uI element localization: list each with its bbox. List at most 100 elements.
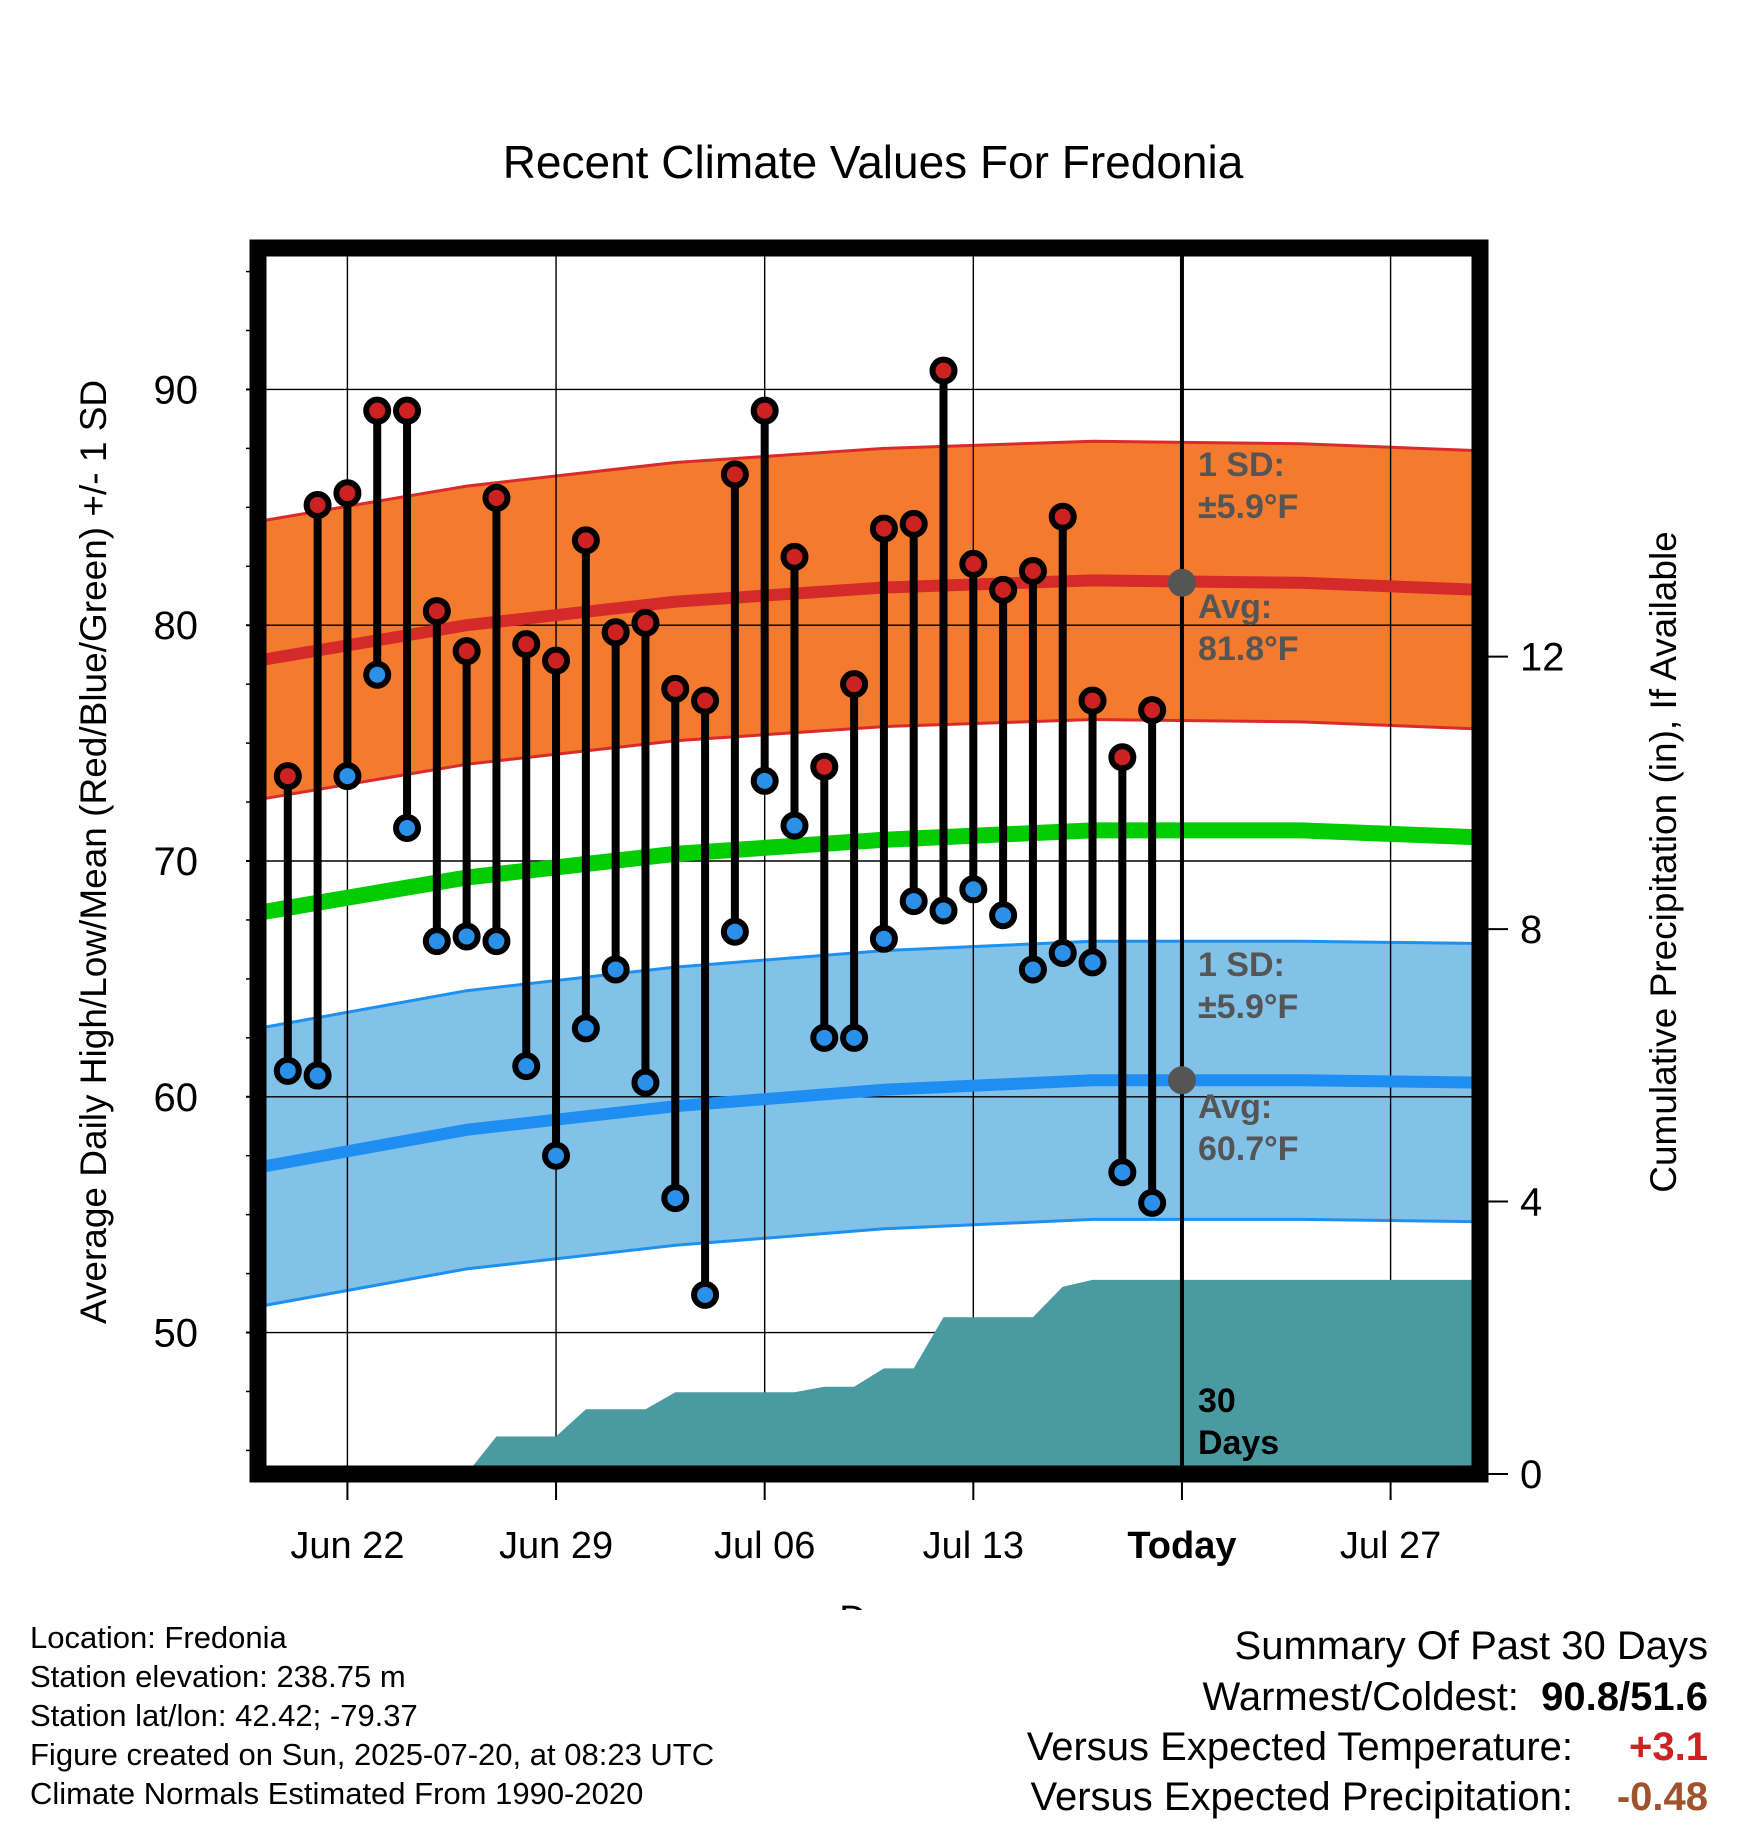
station-info: Location: Fredonia Station elevation: 23… bbox=[30, 1618, 714, 1813]
low-temp-point bbox=[601, 955, 630, 984]
low-temp-point bbox=[929, 896, 958, 925]
normal-bands bbox=[257, 439, 1481, 1309]
low-temp-point bbox=[959, 875, 988, 904]
y-tick-label: 70 bbox=[154, 840, 199, 884]
precip-deviation-label: Versus Expected Precipitation: bbox=[1030, 1775, 1573, 1819]
low-temp-point bbox=[780, 811, 809, 840]
high-temp-point bbox=[303, 490, 332, 519]
high-temp-point bbox=[363, 396, 392, 425]
low-temp-point bbox=[542, 1141, 571, 1170]
y-axis-label: Average Daily High/Low/Mean (Red/Blue/Gr… bbox=[73, 380, 114, 1324]
warmest-value: 90.8 bbox=[1541, 1675, 1620, 1719]
high-sd-band bbox=[258, 441, 1480, 800]
daily-range-stems bbox=[283, 370, 1157, 1295]
high-temp-point bbox=[393, 396, 422, 425]
low-temp-point bbox=[393, 813, 422, 842]
low-temp-point bbox=[1108, 1158, 1137, 1187]
normals-text: Climate Normals Estimated From 1990-2020 bbox=[30, 1776, 644, 1811]
high-temp-point bbox=[1018, 557, 1047, 586]
low-temp-point bbox=[273, 1056, 302, 1085]
high-temp-point bbox=[631, 608, 660, 637]
coldest-value: 51.6 bbox=[1630, 1675, 1708, 1719]
high-temp-point bbox=[512, 630, 541, 659]
chart-title: Recent Climate Values For Fredonia bbox=[503, 136, 1244, 188]
low-average-line bbox=[256, 1074, 1481, 1174]
high-temp-point bbox=[810, 752, 839, 781]
low-sd-band bbox=[258, 941, 1480, 1307]
high-temp-point bbox=[691, 686, 720, 715]
high-temp-point bbox=[452, 637, 481, 666]
axes: 50 60 70 80 90 0 4 8 12 Jun 22 Jun 29 Jul 06 Jul 13 T… bbox=[154, 270, 1565, 1567]
summary-precip: Versus Expected Precipitation: -0.48 bbox=[1027, 1772, 1708, 1822]
low-sd-annotation: 1 SD: ±5.9°F bbox=[1198, 946, 1298, 1026]
summary-warmest-coldest: Warmest/Coldest: 90.8/51.6 bbox=[1027, 1672, 1708, 1722]
daily-points bbox=[273, 356, 1167, 1309]
high-temp-point bbox=[571, 526, 600, 555]
warmest-coldest-label: Warmest/Coldest: bbox=[1202, 1675, 1519, 1719]
low-temp-point bbox=[869, 924, 898, 953]
y2-axis-label: Cumulative Precipitation (in), If Availa… bbox=[1643, 531, 1684, 1193]
temp-deviation-value: +3.1 bbox=[1629, 1725, 1708, 1769]
high-temp-point bbox=[780, 542, 809, 571]
y2-tick-label: 4 bbox=[1520, 1181, 1542, 1225]
y-tick-label: 90 bbox=[154, 368, 199, 412]
y-tick-label: 60 bbox=[154, 1076, 199, 1120]
today-marker bbox=[1167, 248, 1196, 1474]
low-temp-point bbox=[720, 917, 749, 946]
high-sd-annotation: 1 SD: ±5.9°F bbox=[1198, 446, 1298, 526]
y2-tick-label: 0 bbox=[1520, 1453, 1542, 1497]
low-temp-point bbox=[363, 660, 392, 689]
low-temp-point bbox=[482, 927, 511, 956]
low-temp-point bbox=[691, 1280, 720, 1309]
high-temp-point bbox=[750, 396, 779, 425]
summary-heading: Summary Of Past 30 Days bbox=[1234, 1624, 1708, 1668]
y2-tick-label: 12 bbox=[1520, 636, 1565, 680]
low-temp-point bbox=[631, 1068, 660, 1097]
high-temp-point bbox=[661, 674, 690, 703]
x-tick-label: Today bbox=[1127, 1525, 1236, 1567]
precip-deviation-value: -0.48 bbox=[1616, 1775, 1708, 1819]
x-tick-label: Jul 06 bbox=[714, 1525, 815, 1567]
low-temp-point bbox=[422, 927, 451, 956]
high-temp-point bbox=[333, 479, 362, 508]
y-tick-label: 80 bbox=[154, 604, 199, 648]
low-temp-point bbox=[840, 1023, 869, 1052]
high-temp-point bbox=[720, 460, 749, 489]
low-temp-point bbox=[1078, 948, 1107, 977]
low-temp-point bbox=[1048, 938, 1077, 967]
low-temp-point bbox=[661, 1184, 690, 1213]
low-temp-point bbox=[899, 887, 928, 916]
location-text: Location: Fredonia bbox=[30, 1620, 287, 1655]
precipitation-area-fill bbox=[258, 1279, 1480, 1474]
low-temp-point bbox=[571, 1014, 600, 1043]
low-temp-point bbox=[1018, 955, 1047, 984]
high-temp-point bbox=[482, 483, 511, 512]
high-temp-point bbox=[1108, 743, 1137, 772]
high-temp-point bbox=[422, 597, 451, 626]
high-temp-point bbox=[273, 762, 302, 791]
today-high-avg-dot bbox=[1167, 568, 1196, 597]
latlon-text: Station lat/lon: 42.42; -79.37 bbox=[30, 1698, 418, 1733]
high-temp-point bbox=[1048, 502, 1077, 531]
climate-chart: 50 60 70 80 90 0 4 8 12 Jun 22 Jun 29 Jul 06 Jul 13 T… bbox=[73, 136, 1684, 1610]
mean-normal-line bbox=[256, 822, 1481, 921]
annotations: 1 SD: ±5.9°F Avg: 81.8°F 1 SD: ±5.9°F Avg: 60.7… bbox=[1198, 446, 1299, 1462]
summary-temp: Versus Expected Temperature: +3.1 bbox=[1027, 1722, 1708, 1772]
low-band-lower-edge bbox=[257, 1217, 1481, 1309]
x-tick-label: Jun 22 bbox=[290, 1525, 404, 1567]
elevation-text: Station elevation: 238.75 m bbox=[30, 1659, 406, 1694]
today-low-avg-dot bbox=[1167, 1066, 1196, 1095]
high-temp-point bbox=[1078, 686, 1107, 715]
low-temp-point bbox=[810, 1023, 839, 1052]
high-temp-point bbox=[989, 575, 1018, 604]
summary-panel: Summary Of Past 30 Days Warmest/Coldest:… bbox=[1027, 1620, 1708, 1822]
high-temp-point bbox=[959, 549, 988, 578]
high-band-upper-edge bbox=[257, 439, 1481, 523]
x-tick-label: Jul 27 bbox=[1340, 1525, 1441, 1567]
high-temp-point bbox=[899, 509, 928, 538]
created-text: Figure created on Sun, 2025-07-20, at 08… bbox=[30, 1737, 715, 1772]
high-temp-point bbox=[1138, 696, 1167, 725]
low-temp-point bbox=[512, 1052, 541, 1081]
x-tick-label: Jun 29 bbox=[499, 1525, 613, 1567]
high-temp-point bbox=[840, 670, 869, 699]
